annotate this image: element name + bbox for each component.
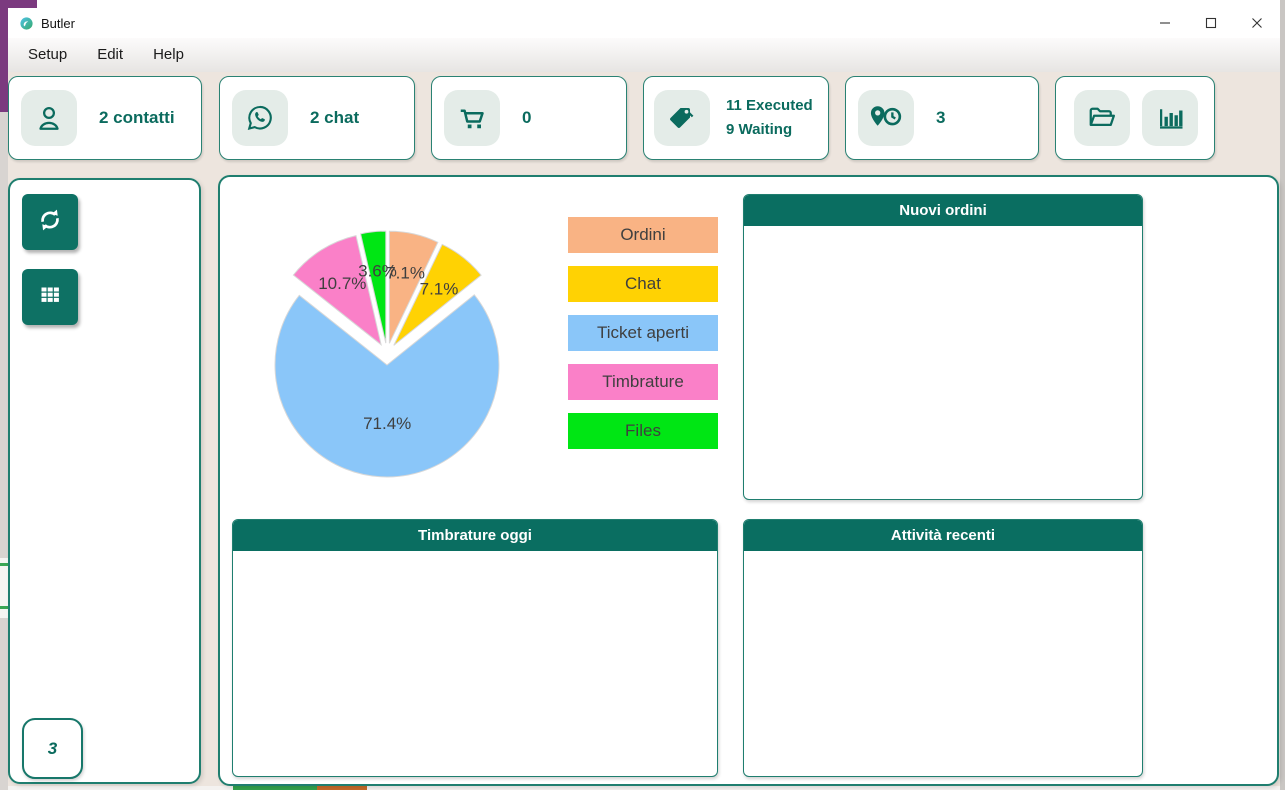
recent-activities-panel: Attività recenti (743, 519, 1143, 777)
contacts-card[interactable]: 2 contatti (8, 76, 202, 160)
bar-chart-icon[interactable] (1142, 90, 1198, 146)
pie-label-ticket-aperti: 71.4% (363, 414, 411, 433)
chart-legend: Ordini Chat Ticket aperti Timbrature Files (568, 217, 718, 462)
legend-item-chat: Chat (568, 266, 718, 302)
window-controls (1142, 8, 1280, 38)
pie-slice-chat (393, 243, 482, 346)
pie-slice-ticket-aperti (274, 294, 500, 478)
desktop-green-dash (0, 606, 8, 609)
refresh-button[interactable] (22, 194, 78, 250)
sidebar-counter-value: 3 (47, 738, 58, 758)
visits-card[interactable]: 3 (845, 76, 1039, 160)
menu-item-edit[interactable]: Edit (97, 46, 124, 63)
location-clock-icon (858, 90, 914, 146)
desktop-green-dash (233, 786, 317, 790)
tags-icon (654, 90, 710, 146)
user-icon (21, 90, 77, 146)
tools-card (1055, 76, 1215, 160)
refresh-icon (37, 207, 63, 238)
window-title: Butler (41, 15, 75, 31)
desktop-purple-strip (0, 0, 8, 112)
pie-slice-files (360, 230, 387, 344)
chat-count-label: 2 chat (310, 108, 360, 127)
desktop-purple-strip (0, 0, 37, 8)
contacts-count-label: 2 contatti (99, 108, 175, 127)
menu-item-setup[interactable]: Setup (28, 46, 68, 63)
tickets-waiting-label: 9 Waiting (726, 121, 793, 138)
chat-card[interactable]: 2 chat (219, 76, 415, 160)
tickets-status-label: 11 Executed 9 Waiting (726, 94, 813, 142)
pie-label-timbrature: 10.7% (318, 274, 366, 293)
tickets-card[interactable]: 11 Executed 9 Waiting (643, 76, 829, 160)
legend-item-timbrature: Timbrature (568, 364, 718, 400)
dashboard-panel: 7.1% 7.1% 71.4% 10.7% 3.6% Ordini Chat Ticket … (218, 175, 1279, 786)
cart-card[interactable]: 0 (431, 76, 627, 160)
legend-item-ticket-aperti: Ticket aperti (568, 315, 718, 351)
whatsapp-icon (232, 90, 288, 146)
new-orders-panel: Nuovi ordini (743, 194, 1143, 500)
legend-item-ordini: Ordini (568, 217, 718, 253)
sidebar-counter-button[interactable]: 3 (22, 718, 83, 779)
pie-label-chat: 7.1% (420, 279, 459, 298)
app-logo-icon (19, 16, 34, 31)
pie-slice-timbrature (292, 235, 382, 346)
summary-pie-chart: 7.1%7.1% 71.4% 10.7%3.6% (274, 230, 500, 478)
visits-count-label: 3 (936, 108, 946, 127)
folder-open-icon[interactable] (1074, 90, 1130, 146)
timecards-today-panel: Timbrature oggi (232, 519, 718, 777)
minimize-icon[interactable] (1142, 8, 1188, 38)
close-icon[interactable] (1234, 8, 1280, 38)
pie-slice-ordini (388, 230, 439, 344)
desktop-bottom-strip (8, 786, 1280, 790)
menu-bar: Setup Edit Help (8, 38, 1280, 72)
cart-count-label: 0 (522, 108, 532, 127)
maximize-icon[interactable] (1188, 8, 1234, 38)
desktop-left-detail (0, 558, 8, 618)
desktop-orange-dash (317, 786, 367, 790)
title-bar: Butler (8, 8, 1280, 38)
sidebar: 3 (8, 178, 201, 784)
pie-label-files: 3.6% (358, 262, 397, 281)
legend-item-files: Files (568, 413, 718, 449)
grid-view-button[interactable] (22, 269, 78, 325)
new-orders-header: Nuovi ordini (744, 195, 1142, 226)
desktop-left-strip (0, 0, 8, 790)
pie-label-ordini: 7.1% (386, 263, 425, 282)
timecards-today-header: Timbrature oggi (233, 520, 717, 551)
recent-activities-header: Attività recenti (744, 520, 1142, 551)
menu-item-help[interactable]: Help (153, 46, 184, 63)
desktop-right-strip (1280, 0, 1285, 790)
grid-icon (38, 283, 62, 312)
desktop-green-dash (0, 563, 8, 566)
cart-icon (444, 90, 500, 146)
tickets-executed-label: 11 Executed (726, 97, 813, 114)
app-window: Butler Setup Edit Help (8, 8, 1280, 786)
